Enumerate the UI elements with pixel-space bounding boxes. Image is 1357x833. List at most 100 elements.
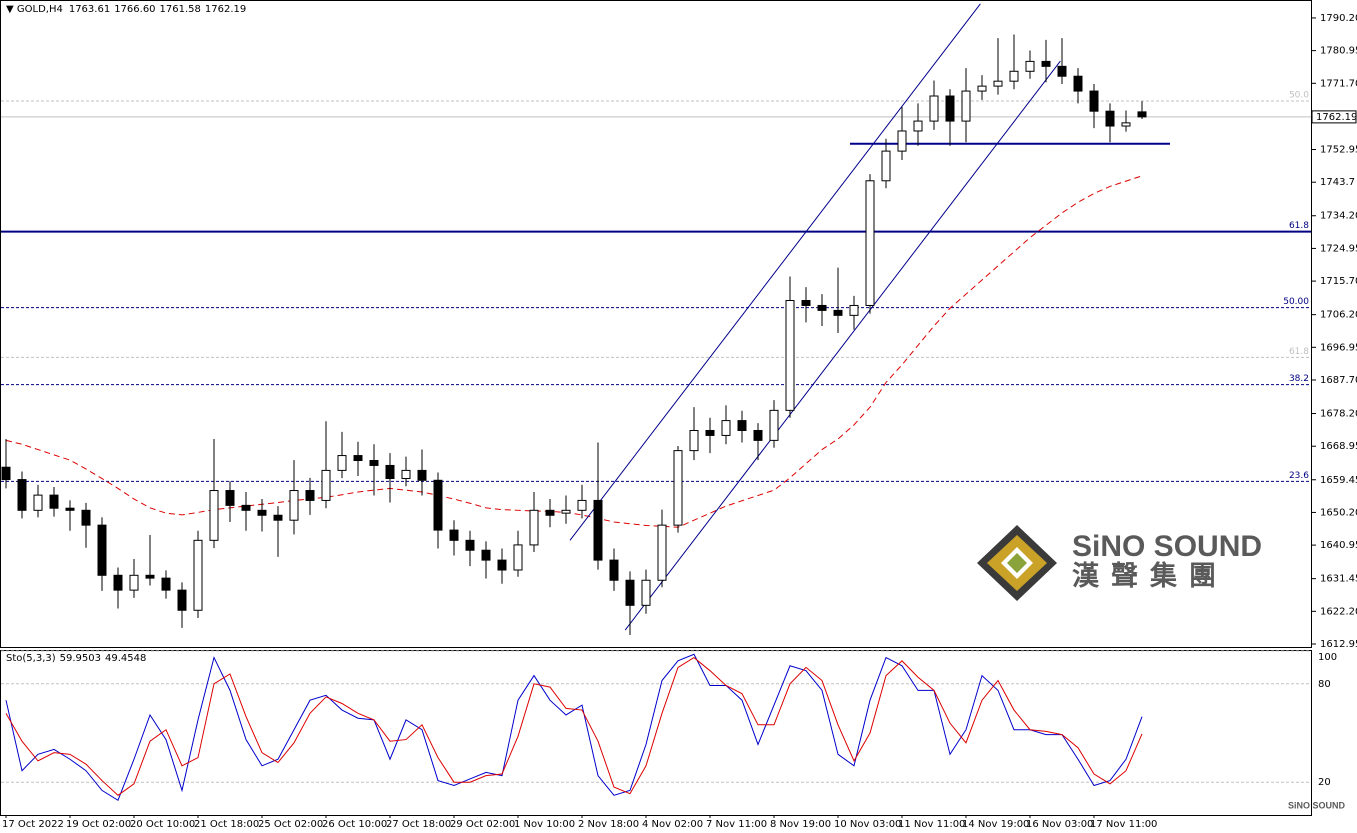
- indicator-line: [5, 656, 1143, 796]
- header-low: 1761.58: [160, 4, 201, 15]
- header-open: 1763.61: [69, 4, 110, 15]
- candle-body: [401, 469, 411, 480]
- candle-body: [897, 130, 907, 152]
- moving-average: [5, 175, 1143, 528]
- candle-body: [385, 464, 395, 480]
- candle-body: [1041, 60, 1051, 67]
- level-label: 50.0: [1289, 90, 1309, 100]
- candle-body: [337, 455, 347, 471]
- candle-body: [1121, 122, 1131, 127]
- candle-body: [97, 524, 107, 576]
- candle-body: [81, 509, 91, 526]
- y-tick-label: 1659.45: [1320, 475, 1357, 486]
- candle-body: [289, 490, 299, 521]
- y-tick-label: 1715.70: [1320, 276, 1357, 287]
- candle-body: [145, 574, 155, 579]
- x-tick-label: 19 Oct 02:00: [66, 819, 131, 830]
- indicator-tick-label: 100: [1318, 652, 1337, 663]
- header-arrow: ▼: [6, 4, 17, 15]
- candle-body: [1, 466, 11, 481]
- candle-body: [257, 509, 267, 516]
- candle-body: [1073, 75, 1083, 92]
- level-label: 23.6: [1289, 471, 1309, 481]
- y-tick-label: 1706.20: [1320, 310, 1357, 321]
- candle-body: [65, 507, 75, 511]
- candle-body: [1105, 110, 1115, 127]
- candle-body: [625, 579, 635, 606]
- candle-body: [881, 150, 891, 182]
- x-tick-label: 7 Nov 11:00: [706, 819, 767, 830]
- candle-body: [673, 450, 683, 526]
- candle-body: [769, 409, 779, 441]
- candle-body: [993, 80, 1003, 87]
- y-tick-label: 1696.95: [1320, 342, 1357, 353]
- x-tick-label: 14 Nov 19:00: [962, 819, 1029, 830]
- y-tick-label: 1743.7: [1320, 177, 1355, 188]
- candle-body: [545, 509, 555, 516]
- candle-body: [945, 95, 955, 122]
- x-tick-label: 29 Oct 02:00: [450, 819, 515, 830]
- candle-body: [1025, 60, 1035, 72]
- x-tick-label: 27 Oct 18:00: [386, 819, 451, 830]
- level-label: 61.8: [1289, 347, 1309, 357]
- y-tick-label: 1612.95: [1320, 639, 1357, 650]
- y-tick-label: 1631.45: [1320, 574, 1357, 585]
- x-tick-label: 1 Nov 10:00: [514, 819, 575, 830]
- candle-body: [497, 559, 507, 571]
- candle-body: [193, 539, 203, 611]
- candle-body: [305, 490, 315, 501]
- candle-body: [481, 549, 491, 561]
- candle-body: [33, 494, 43, 511]
- watermark-name: SiNO SOUND: [1072, 530, 1262, 563]
- candle-body: [817, 304, 827, 311]
- candle-body: [465, 539, 475, 551]
- candle-body: [449, 529, 459, 541]
- candle-body: [801, 300, 811, 306]
- level-label: 50.00: [1283, 297, 1309, 307]
- candle-body: [929, 95, 939, 122]
- candle-body: [417, 469, 427, 481]
- candle-body: [1137, 111, 1147, 118]
- corner-logo: SiNO SOUND: [1288, 800, 1346, 810]
- candle-body: [433, 479, 443, 531]
- symbol: GOLD,H4: [17, 4, 63, 15]
- candle-body: [161, 577, 171, 591]
- x-tick-label: 26 Oct 10:00: [322, 819, 387, 830]
- x-tick-label: 17 Nov 11:00: [1090, 819, 1157, 830]
- candle-body: [593, 499, 603, 561]
- indicator-signal: 49.4548: [105, 653, 146, 664]
- x-tick-label: 20 Oct 10:00: [130, 819, 195, 830]
- x-tick-label: 11 Nov 11:00: [898, 819, 965, 830]
- indicator-tick-label: 20: [1318, 777, 1331, 788]
- x-tick-label: 16 Nov 03:00: [1026, 819, 1093, 830]
- candle-body: [641, 579, 651, 606]
- y-tick-label: 1724.95: [1320, 243, 1357, 254]
- y-tick-label: 1687.70: [1320, 375, 1357, 386]
- candle-body: [753, 429, 763, 441]
- plot-layer: [1, 3, 1311, 635]
- x-tick-label: 10 Nov 03:00: [834, 819, 901, 830]
- candle-body: [833, 309, 843, 316]
- x-tick-label: 8 Nov 19:00: [770, 819, 831, 830]
- watermark: SiNO SOUND 漢聲集團 SiNO SOUND: [977, 525, 1346, 810]
- candle-body: [129, 574, 139, 591]
- candle-body: [689, 429, 699, 452]
- candle-body: [721, 420, 731, 436]
- candle-body: [913, 120, 923, 132]
- y-tick-label: 1650.20: [1320, 507, 1357, 518]
- candle-body: [113, 574, 123, 591]
- indicator-header: Sto(5,3,3) 59.9503 49.4548: [6, 653, 146, 664]
- chart-header: ▼ GOLD,H4 1763.61 1766.60 1761.58 1762.19: [6, 4, 246, 15]
- candle-body: [513, 544, 523, 571]
- x-tick-label: 2 Nov 18:00: [578, 819, 639, 830]
- header-high: 1766.60: [114, 4, 155, 15]
- candle-body: [209, 490, 219, 541]
- logo-diamond-center: [1007, 553, 1027, 573]
- candle-body: [225, 490, 235, 506]
- indicator-line: [5, 653, 1143, 801]
- candle-body: [1057, 65, 1067, 77]
- candle-body: [609, 559, 619, 581]
- candle-body: [657, 524, 667, 581]
- x-tick-label: 17 Oct 2022: [2, 819, 64, 830]
